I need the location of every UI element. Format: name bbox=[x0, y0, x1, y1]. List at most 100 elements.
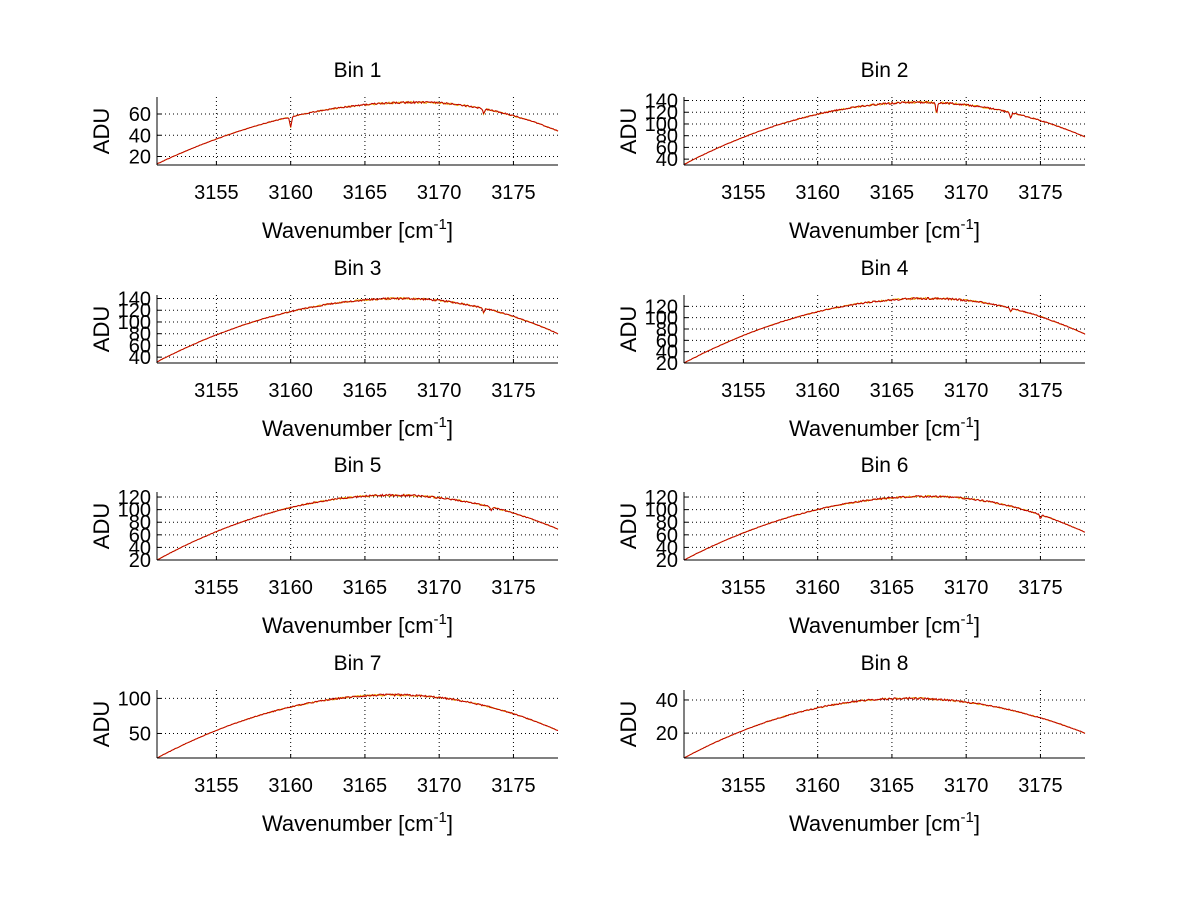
y-tick-label: 120 bbox=[645, 102, 678, 124]
x-axis-label: Wavenumber [cm-1] bbox=[262, 216, 453, 243]
x-axis-label: Wavenumber [cm-1] bbox=[262, 611, 453, 638]
x-tick-label: 3170 bbox=[944, 577, 989, 599]
y-axis-label: ADU bbox=[89, 701, 114, 747]
x-tick-label: 3155 bbox=[194, 182, 239, 204]
y-tick-label: 20 bbox=[656, 723, 678, 745]
x-axis-label-bracket: ] bbox=[447, 416, 453, 441]
y-tick-label: 40 bbox=[656, 149, 678, 171]
x-axis-label-bracket: ] bbox=[447, 811, 453, 836]
y-tick-label: 120 bbox=[118, 487, 151, 509]
x-tick-label: 3155 bbox=[721, 380, 766, 402]
y-tick-label: 40 bbox=[656, 342, 678, 364]
x-tick-label: 3165 bbox=[870, 775, 915, 797]
x-tick-label: 3160 bbox=[795, 775, 840, 797]
y-tick-label: 100 bbox=[118, 688, 151, 710]
y-tick-label: 140 bbox=[645, 91, 678, 113]
y-tick-label: 100 bbox=[118, 312, 151, 334]
x-axis-label-bracket: ] bbox=[974, 218, 980, 243]
x-axis-label: Wavenumber [cm-1] bbox=[789, 611, 980, 638]
x-axis-label-text: Wavenumber [cm bbox=[789, 416, 961, 441]
x-tick-label: 3170 bbox=[417, 775, 462, 797]
y-tick-label: 40 bbox=[656, 537, 678, 559]
x-axis-label: Wavenumber [cm-1] bbox=[789, 809, 980, 836]
x-tick-label: 3170 bbox=[417, 380, 462, 402]
y-tick-label: 20 bbox=[656, 353, 678, 375]
y-tick-label: 100 bbox=[645, 308, 678, 330]
y-tick-label: 80 bbox=[656, 512, 678, 534]
x-axis-label-superscript: -1 bbox=[434, 414, 447, 431]
subplot-title: Bin 2 bbox=[861, 59, 909, 82]
y-tick-label: 60 bbox=[656, 330, 678, 352]
x-axis-label-text: Wavenumber [cm bbox=[262, 416, 434, 441]
x-axis-label-superscript: -1 bbox=[961, 414, 974, 431]
x-tick-label: 3175 bbox=[1018, 182, 1063, 204]
x-axis-label-bracket: ] bbox=[447, 613, 453, 638]
y-tick-label: 60 bbox=[129, 104, 151, 126]
x-tick-label: 3160 bbox=[268, 380, 313, 402]
x-tick-label: 3165 bbox=[343, 380, 388, 402]
x-tick-label: 3160 bbox=[795, 577, 840, 599]
y-tick-label: 100 bbox=[645, 500, 678, 522]
series-1-line bbox=[156, 493, 559, 561]
x-axis-label-bracket: ] bbox=[974, 613, 980, 638]
subplot-title: Bin 1 bbox=[334, 59, 382, 82]
x-tick-label: 3155 bbox=[194, 775, 239, 797]
x-axis-label-text: Wavenumber [cm bbox=[789, 811, 961, 836]
x-axis-label-superscript: -1 bbox=[434, 611, 447, 628]
x-tick-label: 3160 bbox=[795, 182, 840, 204]
x-axis-label-superscript: -1 bbox=[961, 611, 974, 628]
series-1-line bbox=[156, 100, 559, 165]
x-axis-label-text: Wavenumber [cm bbox=[789, 613, 961, 638]
subplot-title: Bin 5 bbox=[334, 454, 382, 477]
y-tick-label: 60 bbox=[129, 335, 151, 357]
y-tick-label: 120 bbox=[645, 487, 678, 509]
y-axis-label: ADU bbox=[89, 306, 114, 352]
x-axis-label-text: Wavenumber [cm bbox=[262, 811, 434, 836]
y-tick-label: 120 bbox=[118, 300, 151, 322]
series-1-line bbox=[683, 100, 1085, 165]
y-tick-label: 80 bbox=[129, 512, 151, 534]
x-axis-label: Wavenumber [cm-1] bbox=[262, 414, 453, 441]
x-axis-label-bracket: ] bbox=[974, 416, 980, 441]
y-axis-label: ADU bbox=[616, 503, 641, 549]
x-tick-label: 3175 bbox=[1018, 577, 1063, 599]
x-axis-label-text: Wavenumber [cm bbox=[262, 613, 434, 638]
x-axis-label-text: Wavenumber [cm bbox=[789, 218, 961, 243]
x-tick-label: 3170 bbox=[944, 182, 989, 204]
x-tick-label: 3170 bbox=[417, 577, 462, 599]
x-tick-label: 3170 bbox=[944, 775, 989, 797]
subplot-bin-7: 3155 3160 3165 3170 3175 50 100 Bin 7 ADU Wavenum… bbox=[89, 652, 559, 836]
x-tick-label: 3155 bbox=[721, 577, 766, 599]
x-axis-label: Wavenumber [cm-1] bbox=[789, 414, 980, 441]
x-axis-label-bracket: ] bbox=[974, 811, 980, 836]
series-1-line bbox=[683, 696, 1086, 759]
x-tick-label: 3165 bbox=[870, 182, 915, 204]
y-tick-label: 60 bbox=[129, 525, 151, 547]
x-tick-label: 3155 bbox=[721, 182, 766, 204]
subplot-title: Bin 3 bbox=[334, 257, 382, 280]
y-axis-label: ADU bbox=[616, 701, 641, 747]
x-tick-label: 3175 bbox=[491, 775, 536, 797]
x-tick-label: 3155 bbox=[194, 380, 239, 402]
y-tick-label: 50 bbox=[129, 723, 151, 745]
x-axis-label: Wavenumber [cm-1] bbox=[789, 216, 980, 243]
subplot-bin-8: 3155 3160 3165 3170 3175 20 40 Bin 8 ADU Wavenumb… bbox=[616, 652, 1086, 836]
x-tick-label: 3175 bbox=[1018, 380, 1063, 402]
series-1-line bbox=[683, 494, 1086, 561]
y-tick-label: 120 bbox=[645, 296, 678, 318]
y-tick-label: 100 bbox=[645, 114, 678, 136]
x-axis-label-superscript: -1 bbox=[961, 216, 974, 233]
x-tick-label: 3155 bbox=[194, 577, 239, 599]
x-tick-label: 3160 bbox=[268, 577, 313, 599]
x-tick-label: 3155 bbox=[721, 775, 766, 797]
x-tick-label: 3175 bbox=[491, 577, 536, 599]
x-axis-label-superscript: -1 bbox=[434, 216, 447, 233]
y-tick-label: 40 bbox=[129, 537, 151, 559]
x-tick-label: 3170 bbox=[944, 380, 989, 402]
y-tick-label: 60 bbox=[656, 525, 678, 547]
x-tick-label: 3165 bbox=[343, 775, 388, 797]
